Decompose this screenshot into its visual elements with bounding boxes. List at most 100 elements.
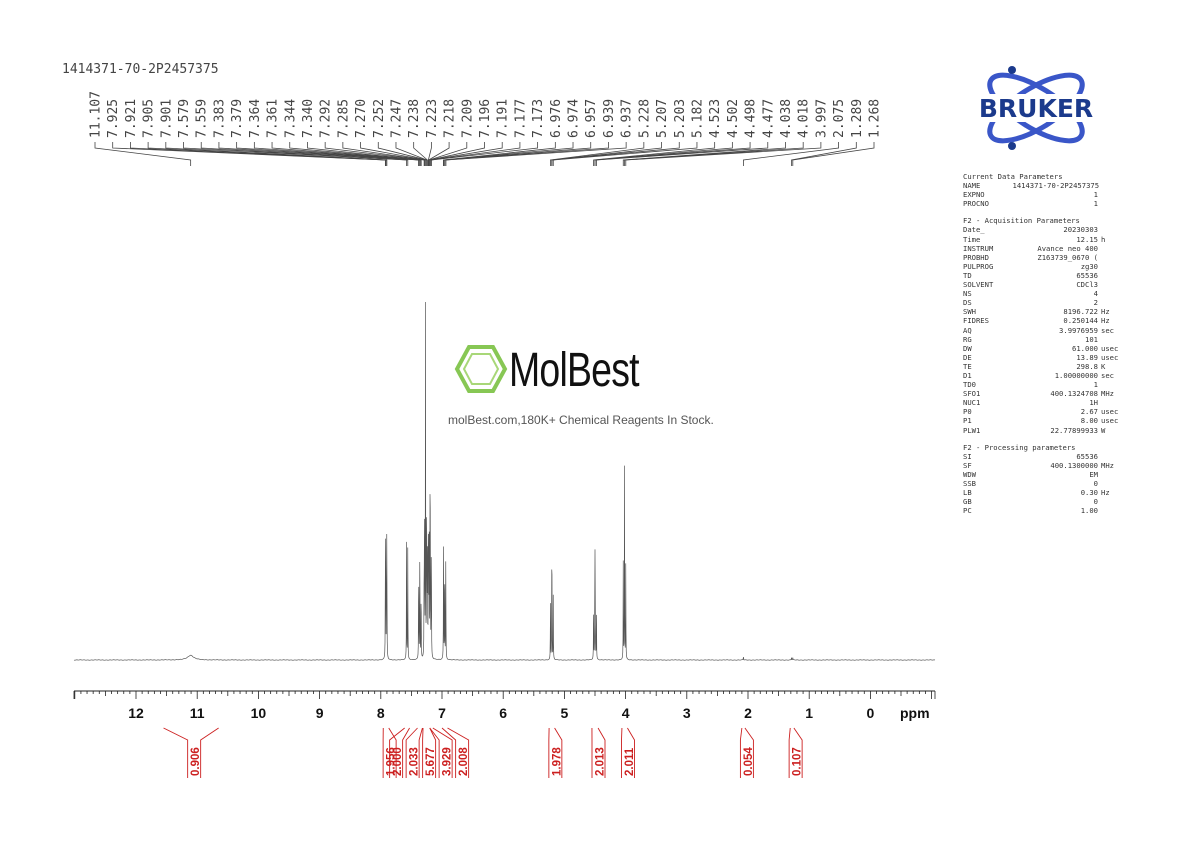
peak-connector [360, 142, 426, 166]
tick-label: 10 [251, 705, 267, 721]
parameter-unit [1099, 181, 1123, 190]
parameter-value: CDCl3 [1076, 280, 1098, 290]
parameter-row: SI 65536 [963, 452, 1123, 461]
parameter-key: FIDRES [963, 316, 989, 326]
peak-label: 7.177 [513, 99, 528, 138]
parameter-key: NS [963, 289, 972, 299]
tick-label: 5 [561, 705, 569, 721]
watermark-tagline: molBest.com,180K+ Chemical Reagents In S… [448, 413, 714, 427]
parameter-key: TD0 [963, 380, 976, 390]
parameter-row: RG 101 [963, 335, 1123, 344]
peak-label: 6.976 [549, 99, 564, 138]
spectrum-group [73, 302, 936, 661]
peak-label: 2.075 [832, 99, 847, 138]
integral-bracket [200, 727, 219, 778]
parameter-row: GB 0 [963, 497, 1123, 506]
parameter-unit [1098, 452, 1123, 461]
parameter-unit: MHz [1101, 460, 1114, 470]
parameter-key: TE [963, 361, 972, 371]
parameter-row: WDW EM [963, 470, 1123, 479]
parameter-row: SOLVENT CDCl3 [963, 280, 1123, 289]
parameter-key: SI [963, 451, 972, 461]
peak-connector [445, 142, 609, 166]
peak-label: 7.340 [301, 99, 316, 138]
integral-value: 1.978 [551, 747, 563, 776]
peak-connector [428, 142, 468, 166]
parameter-value: 3.9976959 [1059, 325, 1098, 335]
parameter-row: TE 298.8 K [963, 362, 1123, 371]
parameter-row: Time 12.15 h [963, 235, 1123, 244]
parameter-row: PULPROG zg30 [963, 262, 1123, 271]
parameter-unit: W [1101, 425, 1106, 435]
parameter-unit [1098, 271, 1123, 280]
parameter-row: AQ 3.9976959 sec [963, 326, 1123, 335]
peak-connector [792, 142, 875, 166]
peak-label: 7.285 [336, 99, 351, 138]
parameter-key: GB [963, 497, 972, 507]
peak-connector [625, 142, 822, 166]
tick-label: 3 [683, 705, 691, 721]
integral-bracket [597, 727, 606, 778]
parameter-key: DS [963, 298, 972, 308]
parameter-value: 400.1324708 [1050, 389, 1098, 399]
peak-label: 7.921 [124, 99, 139, 138]
parameter-key: DW [963, 343, 972, 353]
parameter-heading: Current Data Parameters [963, 172, 1063, 181]
parameter-value: 0 [1093, 479, 1098, 488]
integral-value: 2.000 [392, 747, 404, 776]
parameter-row: TD 65536 [963, 271, 1123, 280]
peak-label: 6.957 [584, 99, 599, 138]
integral-bracket [429, 727, 440, 778]
parameter-key: RG [963, 334, 972, 344]
parameter-unit [1098, 199, 1123, 208]
parameter-value: 61.000 [1072, 343, 1098, 353]
tick-label: 9 [316, 705, 324, 721]
watermark-name: MolBest [509, 344, 640, 397]
peak-connector [593, 142, 716, 166]
parameter-key: SSB [963, 479, 976, 488]
parameter-key: P0 [963, 407, 972, 417]
parameter-key: Time [963, 234, 981, 244]
parameter-value: 65536 [1076, 270, 1098, 280]
peak-label: 4.477 [761, 99, 776, 138]
parameter-unit: sec [1101, 325, 1114, 335]
peak-label: 7.173 [531, 99, 546, 138]
peak-connector [428, 142, 450, 166]
integral-bracket [432, 727, 453, 778]
parameter-value: Z163739_0670 ( [1037, 252, 1098, 262]
integral-value: 2.033 [409, 747, 421, 776]
peak-connector [94, 142, 192, 166]
parameter-panel: Current Data Parameters NAME 1414371-70-2P… [963, 172, 1123, 515]
parameter-row: INSTRUM Avance neo 400 [963, 244, 1123, 253]
axis-unit-label: ppm [900, 705, 930, 721]
peak-connector [622, 142, 786, 166]
parameter-key: NUC1 [963, 398, 981, 408]
parameter-row: P1 8.00 usec [963, 416, 1123, 425]
peak-connector [413, 142, 428, 166]
parameter-row: SSB 0 [963, 479, 1123, 488]
parameter-row: P0 2.67 usec [963, 407, 1123, 416]
parameter-key: PLW1 [963, 425, 981, 435]
parameter-key: PROBHD [963, 252, 989, 262]
parameter-row: DS 2 [963, 298, 1123, 307]
parameter-value: EM [1089, 469, 1098, 479]
peak-connector [183, 142, 407, 166]
peak-connector [624, 142, 804, 166]
parameter-value: 1.00000000 [1054, 370, 1098, 380]
integral-bracket [554, 727, 563, 778]
parameter-unit: sec [1101, 370, 1114, 380]
parameter-unit [1098, 398, 1123, 407]
peak-label: 7.209 [460, 99, 475, 138]
integral-value: 0.054 [743, 747, 755, 776]
peak-label: 6.974 [567, 99, 582, 138]
parameter-row: SFO1 400.1324708 MHz [963, 389, 1123, 398]
ppm-axis: 12 11 10 9 8 7 6 5 4 3 2 1 0 ppm [73, 690, 936, 721]
parameter-key: WDW [963, 469, 976, 479]
parameter-row: PC 1.00 [963, 506, 1123, 515]
parameter-unit [1098, 470, 1123, 479]
peak-label: 4.498 [744, 99, 759, 138]
parameter-row: DE 13.89 usec [963, 353, 1123, 362]
integral-value: 3.929 [442, 747, 454, 776]
parameter-key: SF [963, 460, 972, 470]
peak-label: 7.379 [230, 99, 245, 138]
